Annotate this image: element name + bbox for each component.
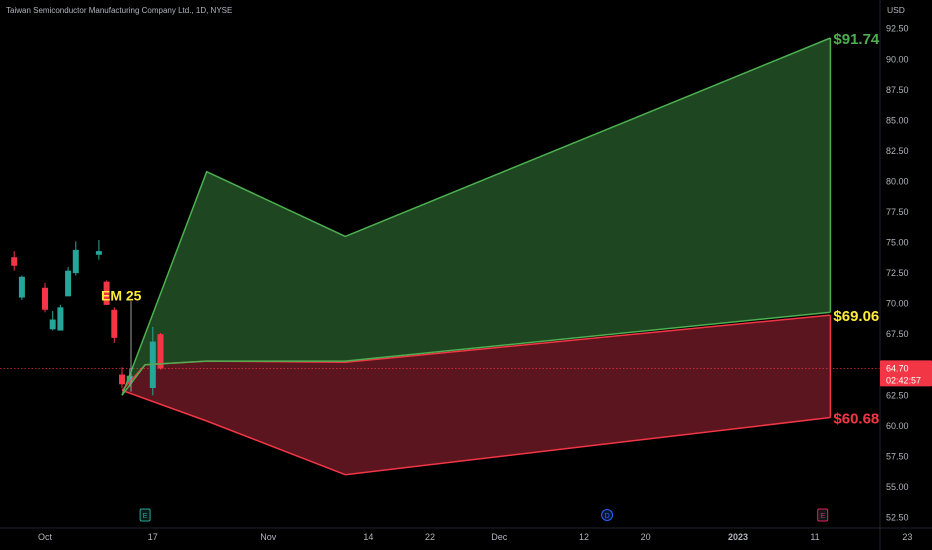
y-tick-label: 80.00 (886, 176, 909, 186)
x-tick-label: 12 (579, 532, 589, 542)
y-tick-label: 72.50 (886, 268, 909, 278)
candle-body (103, 281, 110, 305)
event-marker-letter: E (820, 511, 825, 520)
y-tick-label: 70.00 (886, 299, 909, 309)
candle-body (157, 334, 164, 369)
event-marker: E (139, 508, 151, 522)
x-tick-label: 17 (148, 532, 158, 542)
x-tick-label: Nov (260, 532, 277, 542)
event-marker-shape (139, 508, 151, 522)
y-tick-label: 92.50 (886, 24, 909, 34)
candle (18, 275, 25, 300)
price-target-label: $91.74 (833, 31, 880, 48)
candle-body (72, 249, 79, 274)
event-marker: E (817, 508, 829, 522)
candle-body (126, 375, 133, 384)
candle (65, 266, 72, 297)
mid-upper-projection-line (121, 311, 831, 396)
event-marker-letter: D (604, 511, 610, 520)
chart-legend: Taiwan Semiconductor Manufacturing Compa… (6, 6, 233, 15)
current-price-countdown: 02:42:57 (886, 375, 921, 385)
price-target-label: $60.68 (833, 411, 879, 428)
candle-body (49, 319, 56, 330)
y-tick-label: 62.50 (886, 390, 909, 400)
x-tick-label: 23 (902, 532, 912, 542)
x-tick-label: 20 (641, 532, 651, 542)
x-tick-label: 14 (363, 532, 373, 542)
y-tick-label: 85.00 (886, 115, 909, 125)
candle (49, 310, 56, 331)
candle-body (42, 287, 48, 310)
candle-body (57, 307, 64, 331)
candle-body (65, 270, 72, 297)
x-tick-label: 22 (425, 532, 435, 542)
candle-body (18, 276, 25, 298)
candle (103, 280, 110, 305)
candle (57, 304, 64, 331)
candle-body (11, 257, 18, 266)
y-tick-label: 82.50 (886, 146, 909, 156)
price-target-label: $69.06 (833, 308, 879, 325)
y-tick-label: 77.50 (886, 207, 909, 217)
candle (42, 282, 48, 313)
y-tick-label: 60.00 (886, 421, 909, 431)
y-tick-label: 67.50 (886, 329, 909, 339)
lower-projection-line (121, 389, 831, 476)
bear-projection-area (122, 315, 831, 475)
y-tick-label: 75.00 (886, 238, 909, 248)
candle-body (95, 251, 102, 255)
current-price-badge-bg (880, 360, 932, 387)
event-marker-shape (817, 508, 829, 522)
candle (111, 307, 118, 343)
candle (11, 251, 18, 271)
x-tick-label: 2023 (728, 532, 748, 542)
y-tick-label: 55.00 (886, 482, 909, 492)
candle (119, 367, 125, 388)
y-tick-label: 52.50 (886, 513, 909, 523)
candle-body (111, 309, 118, 338)
x-tick-label: Dec (491, 532, 508, 542)
event-marker-letter: E (143, 511, 148, 520)
x-tick-label: Oct (38, 532, 53, 542)
candle-body (119, 374, 125, 385)
x-tick-label: 11 (810, 532, 819, 542)
event-marker: D (601, 509, 614, 521)
candle (126, 368, 133, 387)
current-price-value: 64.70 (886, 363, 909, 373)
candle (95, 240, 102, 260)
y-tick-label: 87.50 (886, 85, 909, 95)
event-marker-shape (601, 509, 614, 521)
candle (72, 241, 79, 276)
em-label: EM 25 (101, 288, 142, 304)
currency-label: USD (887, 5, 905, 15)
current-price-badge: 64.70 02:42:57 (880, 360, 932, 387)
bull-projection-area (122, 38, 831, 396)
y-tick-label: 90.00 (886, 54, 909, 64)
y-tick-label: 57.50 (886, 451, 909, 461)
upper-projection-line (121, 37, 831, 396)
